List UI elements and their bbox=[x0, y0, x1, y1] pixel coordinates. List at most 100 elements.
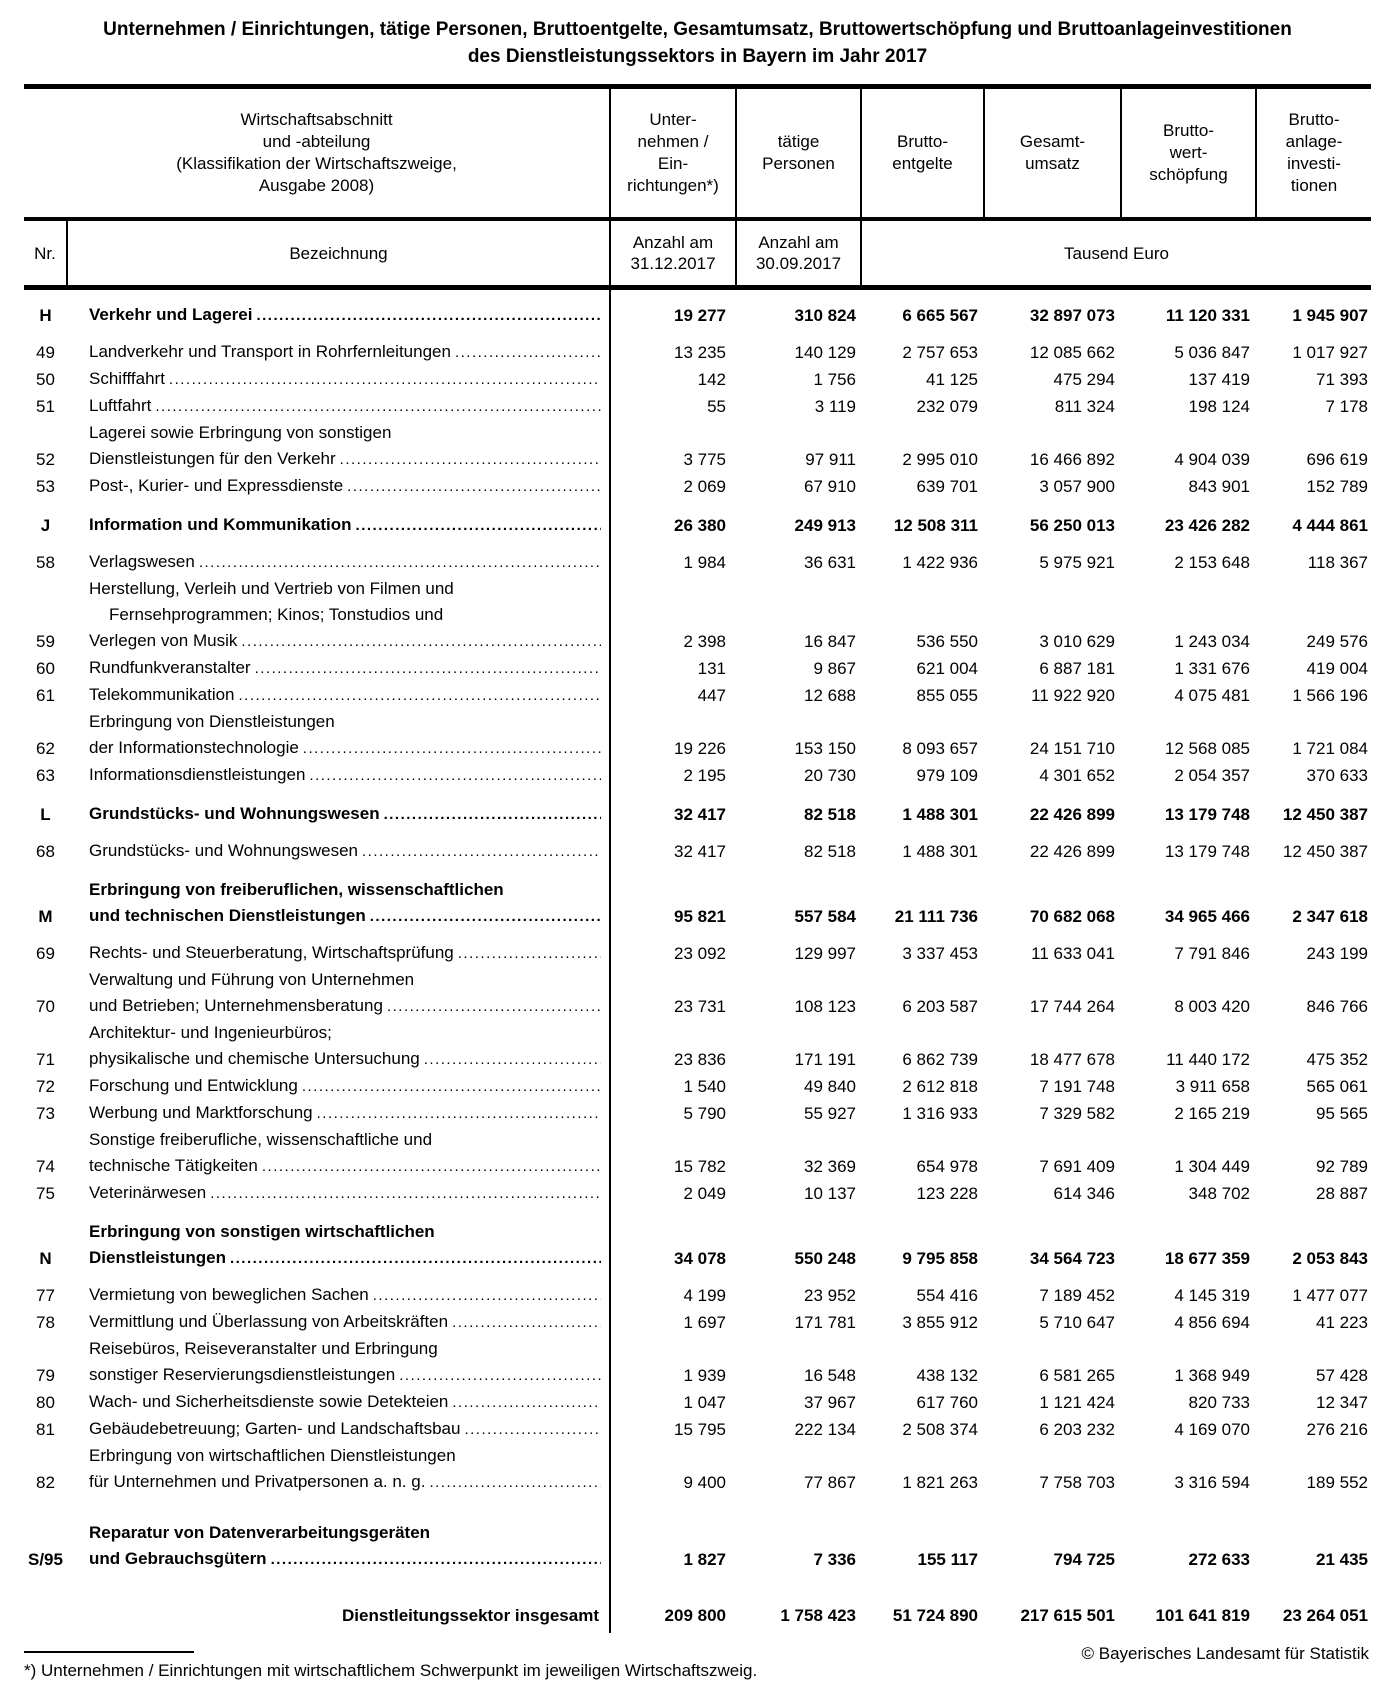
table-row: 51 Luftfahrt.............................… bbox=[24, 393, 1371, 420]
row-value: 41 223 bbox=[1316, 1313, 1368, 1332]
page-title-line2: des Dienstleistungssektors in Bayern im … bbox=[467, 46, 928, 67]
dotted-leader: ........................................… bbox=[457, 945, 601, 962]
row-value: 22 426 899 bbox=[1029, 805, 1115, 824]
row-label-line: und Betrieben; Unternehmensberatung.....… bbox=[89, 993, 601, 1020]
row-label-text: Information und Kommunikation bbox=[89, 515, 352, 534]
row-value: 17 744 264 bbox=[1029, 997, 1115, 1016]
row-label-line: Dienstleistungen........................… bbox=[89, 1245, 601, 1272]
row-value: 1 121 424 bbox=[1039, 1393, 1115, 1412]
row-number: N bbox=[39, 1249, 52, 1268]
row-label-line: Rundfunkveranstalter....................… bbox=[89, 655, 601, 682]
row-label: Schifffahrt.............................… bbox=[67, 366, 610, 393]
row-value: 2 757 653 bbox=[902, 343, 978, 362]
dotted-leader: ........................................… bbox=[238, 687, 601, 704]
row-value: 979 109 bbox=[916, 766, 978, 785]
table-body: H Verkehr und Lagerei....................… bbox=[24, 287, 1371, 1633]
row-value: 118 367 bbox=[1307, 553, 1368, 572]
row-value: 846 766 bbox=[1306, 997, 1368, 1016]
row-label-line: Rechts- und Steuerberatung, Wirtschaftsp… bbox=[89, 940, 601, 967]
row-label-line: Wach- und Sicherheitsdienste sowie Detek… bbox=[89, 1389, 601, 1416]
table-row: 52 Lagerei sowie Erbringung von sonstigen… bbox=[24, 420, 1371, 473]
row-value: 2 612 818 bbox=[902, 1077, 978, 1096]
table-row: 79 Reisebüros, Reiseveranstalter und Erbr… bbox=[24, 1336, 1371, 1389]
row-number: 75 bbox=[36, 1184, 55, 1203]
row-number: 68 bbox=[36, 842, 55, 861]
row-number: 52 bbox=[36, 450, 55, 469]
row-label: Verwaltung und Führung von Unternehmen un… bbox=[67, 967, 610, 1020]
row-label-text: Landverkehr und Transport in Rohrfernlei… bbox=[89, 342, 451, 361]
row-value: 12 568 085 bbox=[1164, 739, 1250, 758]
row-value: 654 978 bbox=[916, 1157, 978, 1176]
row-value: 32 417 bbox=[609, 838, 736, 865]
row-value: 97 911 bbox=[805, 450, 856, 469]
row-label: Wach- und Sicherheitsdienste sowie Detek… bbox=[67, 1389, 610, 1416]
row-value: 18 477 678 bbox=[1029, 1050, 1115, 1069]
row-value: 2 195 bbox=[609, 762, 736, 789]
dotted-leader: ........................................… bbox=[155, 398, 601, 415]
row-value: 1 368 949 bbox=[1174, 1366, 1250, 1385]
table-row: 49 Landverkehr und Transport in Rohrfernl… bbox=[24, 339, 1371, 366]
row-label-line: Fernsehprogrammen; Kinos; Tonstudios und bbox=[109, 605, 444, 624]
row-label: Rundfunkveranstalter....................… bbox=[67, 655, 610, 682]
header-line: Personen bbox=[762, 154, 835, 173]
table-section-row: L Grundstücks- und Wohnungswesen.........… bbox=[24, 789, 1371, 838]
dotted-leader: ........................................… bbox=[256, 307, 601, 324]
row-value: 37 967 bbox=[804, 1393, 856, 1412]
row-value: 12 450 387 bbox=[1282, 805, 1368, 824]
row-label: Landverkehr und Transport in Rohrfernlei… bbox=[67, 339, 610, 366]
row-value: 1 756 bbox=[813, 370, 856, 389]
row-label-line: physikalische und chemische Untersuchung… bbox=[89, 1046, 601, 1073]
row-label-text: sonstiger Reservierungsdienstleistungen bbox=[89, 1365, 396, 1384]
row-value: 153 150 bbox=[794, 739, 856, 758]
row-value: 4 444 861 bbox=[1292, 516, 1368, 535]
row-value: 3 316 594 bbox=[1174, 1473, 1250, 1492]
row-value: 12 450 387 bbox=[1282, 842, 1368, 861]
header-line: tätige bbox=[777, 132, 820, 151]
row-value: 56 250 013 bbox=[1029, 516, 1115, 535]
header-line: Unter- bbox=[649, 110, 697, 129]
row-value: 1 422 936 bbox=[902, 553, 978, 572]
row-value: 34 965 466 bbox=[1164, 907, 1250, 926]
header-cell-gesamtumsatz: Gesamt-umsatz bbox=[983, 84, 1121, 221]
row-value: 3 911 658 bbox=[1175, 1077, 1250, 1096]
row-label: Post-, Kurier- und Expressdienste.......… bbox=[67, 473, 610, 500]
row-value: 5 790 bbox=[609, 1100, 736, 1127]
header-line: Brutto- bbox=[1288, 110, 1340, 129]
row-value: 209 800 bbox=[609, 1583, 736, 1633]
header-line: entgelte bbox=[892, 154, 953, 173]
row-label: Verlagswesen............................… bbox=[67, 549, 610, 576]
row-value: 1 566 196 bbox=[1292, 686, 1368, 705]
row-label-text: Gebäudebetreuung; Garten- und Landschaft… bbox=[89, 1419, 461, 1438]
row-number: 80 bbox=[36, 1393, 55, 1412]
row-number: 71 bbox=[36, 1050, 55, 1069]
row-number: 73 bbox=[36, 1104, 55, 1123]
row-number bbox=[24, 1583, 67, 1633]
table-row: 69 Rechts- und Steuerberatung, Wirtschaft… bbox=[24, 940, 1371, 967]
row-label: Reisebüros, Reiseveranstalter und Erbrin… bbox=[67, 1336, 610, 1389]
dotted-leader: ........................................… bbox=[362, 843, 601, 860]
row-value: 1 017 927 bbox=[1292, 343, 1368, 362]
row-value: 11 440 172 bbox=[1166, 1050, 1250, 1069]
dotted-leader: ........................................… bbox=[168, 371, 601, 388]
row-label-line: Vermietung von beweglichen Sachen.......… bbox=[89, 1282, 601, 1309]
header-cell-bruttowertschoepfung: Brutto-wert-schöpfung bbox=[1120, 84, 1256, 221]
header-line: Brutto- bbox=[896, 132, 949, 151]
table-total-row: Dienstleitungssektor insgesamt 209 800 1 7… bbox=[24, 1583, 1371, 1633]
row-label-line: Erbringung von Dienstleistungen bbox=[89, 712, 335, 731]
row-value: 123 228 bbox=[916, 1184, 978, 1203]
row-value: 639 701 bbox=[916, 477, 978, 496]
row-label-text: Veterinärwesen bbox=[89, 1183, 207, 1202]
row-value: 6 581 265 bbox=[1039, 1366, 1115, 1385]
row-value: 1 488 301 bbox=[902, 805, 978, 824]
row-label-line: Verlegen von Musik......................… bbox=[89, 628, 601, 655]
row-value: 70 682 068 bbox=[1029, 907, 1115, 926]
row-value: 1 331 676 bbox=[1174, 659, 1250, 678]
row-value: 2 053 843 bbox=[1292, 1249, 1368, 1268]
row-value: 23 426 282 bbox=[1164, 516, 1250, 535]
row-value: 3 119 bbox=[814, 397, 856, 416]
row-value: 20 730 bbox=[804, 766, 856, 785]
table-section-row: S/95 Reparatur von Datenverarbeitungsgerä… bbox=[24, 1496, 1371, 1583]
row-value: 2 049 bbox=[609, 1180, 736, 1207]
row-value: 4 145 319 bbox=[1174, 1286, 1250, 1305]
row-label: Lagerei sowie Erbringung von sonstigen Di… bbox=[67, 420, 610, 473]
